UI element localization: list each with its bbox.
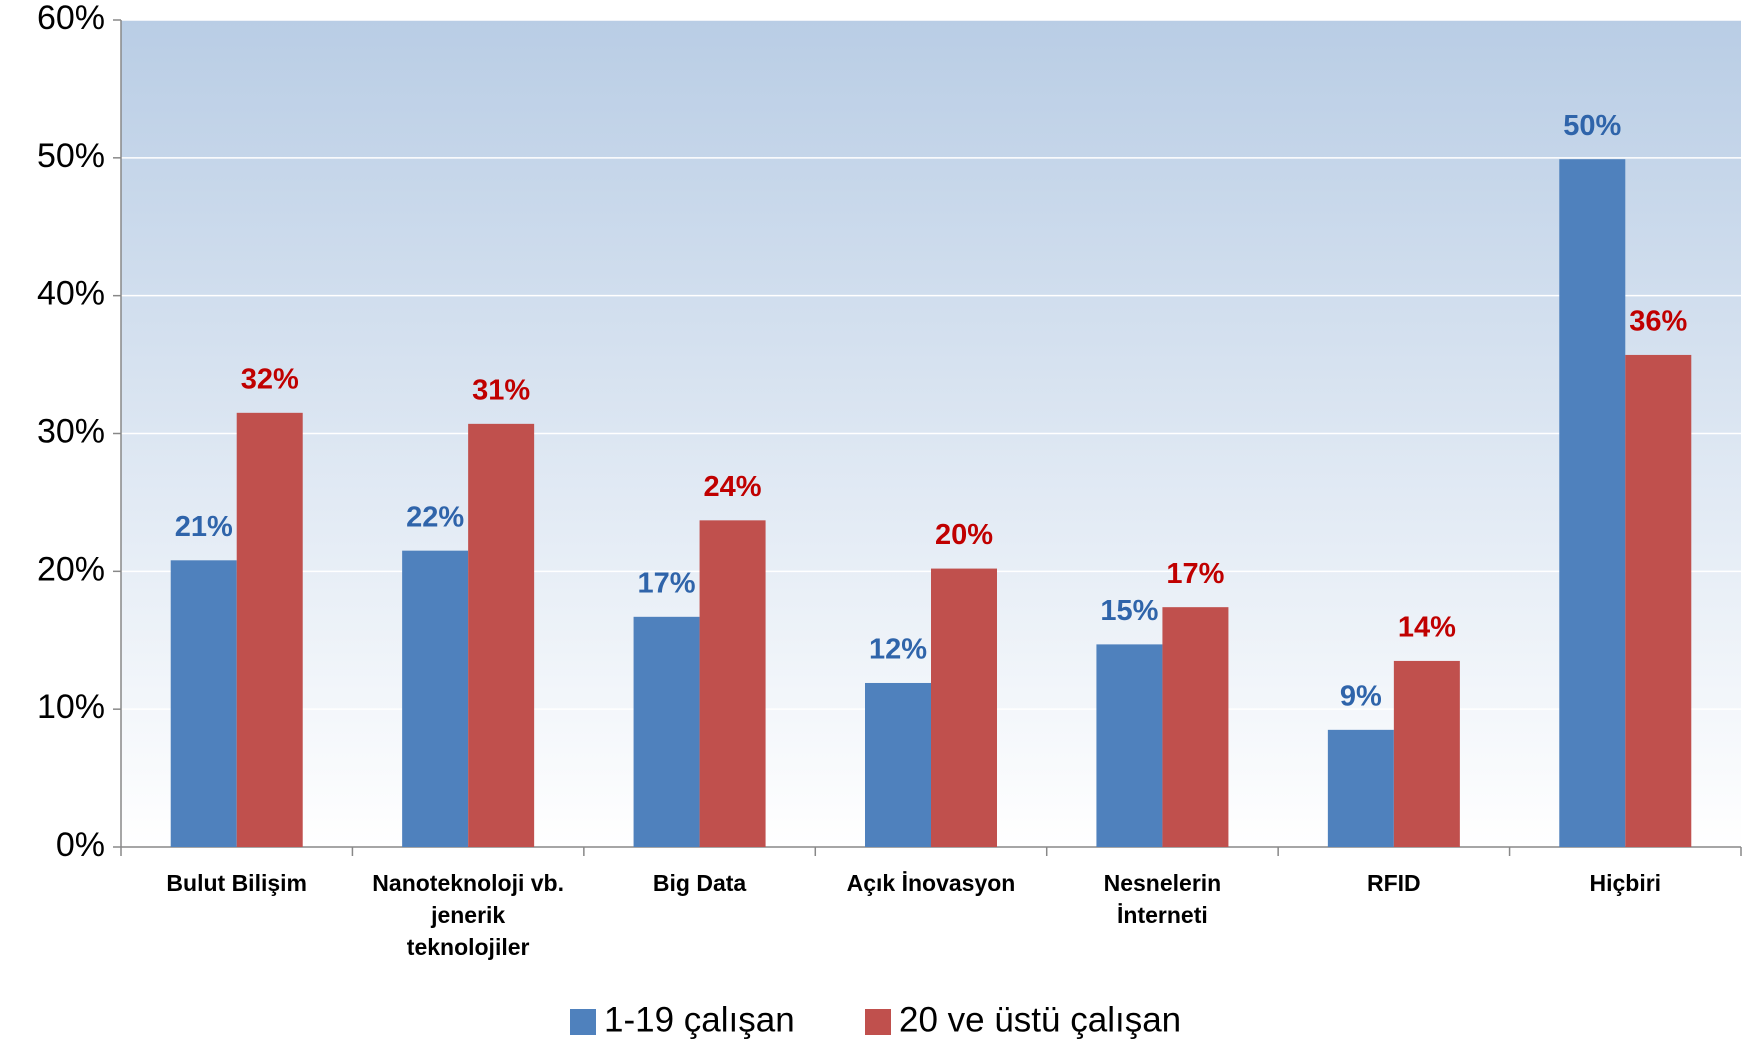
data-label: 32% (241, 363, 299, 395)
bar (170, 560, 237, 847)
legend-label: 20 ve üstü çalışan (899, 1000, 1181, 1039)
bar (1559, 159, 1626, 847)
y-tick-label: 30% (37, 412, 105, 450)
bar (1625, 354, 1692, 847)
y-tick-label: 60% (37, 0, 105, 37)
x-tick-label: Big Data (652, 870, 747, 896)
bar (1096, 644, 1163, 847)
data-label: 17% (638, 567, 696, 599)
bar (236, 412, 303, 847)
data-label: 20% (935, 519, 993, 551)
data-label: 22% (406, 501, 464, 533)
legend-swatch (570, 1009, 596, 1035)
x-tick-label: Açık İnovasyon (846, 870, 1016, 896)
x-tick-label: Nesnelerin İnterneti (1103, 870, 1222, 928)
x-tick-label: Nanoteknoloji vb. jenerik teknolojiler (372, 870, 564, 960)
bar (1393, 660, 1460, 847)
x-tick-label: Hiçbiri (1589, 870, 1662, 896)
data-label: 9% (1340, 680, 1382, 712)
y-tick-label: 10% (37, 688, 105, 726)
legend-swatch (865, 1009, 891, 1035)
data-label: 31% (472, 375, 530, 407)
bar (1327, 729, 1394, 847)
bar (699, 520, 766, 847)
data-label: 12% (869, 634, 927, 666)
data-label: 36% (1629, 306, 1687, 338)
y-tick-label: 50% (37, 137, 105, 175)
bar (633, 616, 700, 847)
y-tick-label: 0% (56, 826, 105, 864)
bar (1162, 607, 1229, 847)
data-label: 14% (1398, 612, 1456, 644)
legend-label: 1-19 çalışan (604, 1000, 795, 1039)
data-label: 50% (1563, 110, 1621, 142)
data-label: 15% (1100, 595, 1158, 627)
x-tick-label: RFID (1367, 870, 1421, 896)
y-tick-label: 40% (37, 275, 105, 313)
data-label: 17% (1166, 558, 1224, 590)
bar (468, 423, 535, 847)
data-label: 24% (704, 471, 762, 503)
bar (865, 682, 931, 847)
data-label: 21% (175, 511, 233, 543)
x-tick-label: Bulut Bilişim (166, 870, 307, 896)
y-tick-label: 20% (37, 550, 105, 588)
bar (402, 550, 469, 847)
bar (931, 568, 997, 847)
